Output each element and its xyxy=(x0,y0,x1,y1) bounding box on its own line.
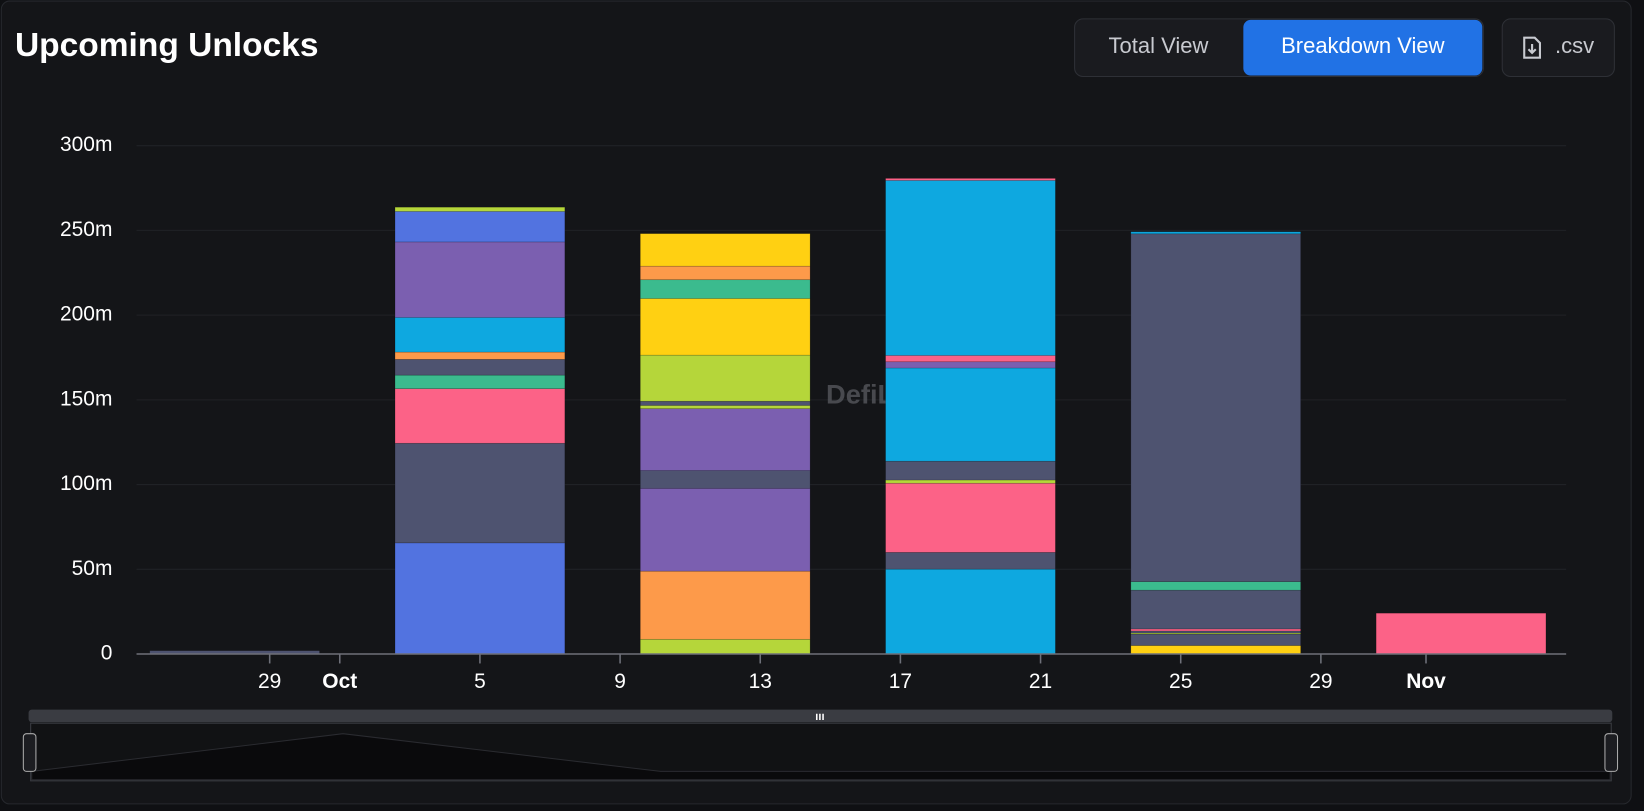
bar-segment xyxy=(1130,581,1301,591)
x-tick-label: 21 xyxy=(1029,670,1052,693)
y-tick-label: 100m xyxy=(60,472,112,495)
bar-segment xyxy=(394,374,566,389)
slider-grip xyxy=(815,713,824,721)
bar-segment xyxy=(639,400,811,406)
view-toggle: Total View Breakdown View xyxy=(1074,18,1484,78)
breakdown-view-button[interactable]: Breakdown View xyxy=(1281,33,1445,58)
bar-segment xyxy=(639,570,811,640)
y-tick-label: 150m xyxy=(60,387,112,410)
bar-segment xyxy=(1375,612,1547,655)
bar-segment xyxy=(1130,645,1301,655)
bar-segment xyxy=(885,552,1056,570)
plot: 050m100m150m200m250m300mDefiLlama29Oct59… xyxy=(60,133,1567,693)
x-tick-label: 29 xyxy=(1309,670,1332,693)
bar-segment xyxy=(1130,231,1301,235)
x-tick-label: Oct xyxy=(322,670,357,693)
bar-segment xyxy=(394,542,566,655)
bar-segment xyxy=(1130,633,1301,646)
bar-segment xyxy=(885,367,1056,462)
bar-segment xyxy=(639,487,811,572)
bar-segment xyxy=(639,408,811,471)
bar-segment xyxy=(885,178,1056,181)
x-tick-label: 9 xyxy=(614,670,626,693)
zoom-slider xyxy=(22,709,1619,782)
csv-frame xyxy=(1501,18,1615,78)
x-tick-label: 25 xyxy=(1169,670,1192,693)
x-tick-label: 29 xyxy=(258,670,281,693)
y-tick-label: 250m xyxy=(60,218,112,241)
bar-segment xyxy=(639,265,811,281)
bar-segment xyxy=(639,279,811,299)
bar-segment xyxy=(1130,589,1301,630)
slider-handle-right[interactable] xyxy=(1604,733,1619,772)
x-tick-label: 5 xyxy=(474,670,486,693)
bar-segment xyxy=(394,206,566,212)
bar-segment xyxy=(639,354,811,402)
csv-button[interactable]: .csv xyxy=(1501,18,1615,78)
x-tick-label: 17 xyxy=(889,670,912,693)
y-tick-label: 0 xyxy=(101,642,113,665)
bar-segment xyxy=(394,351,566,360)
bar-segment xyxy=(885,180,1056,356)
bar-segment xyxy=(639,638,811,655)
bar-segment xyxy=(639,405,811,409)
bar-segment xyxy=(885,482,1056,553)
active-toggle xyxy=(1243,19,1483,76)
bar-segment xyxy=(394,442,566,544)
y-tick-label: 300m xyxy=(60,133,112,156)
x-tick-label: Nov xyxy=(1406,670,1446,693)
slider-handle-left[interactable] xyxy=(22,733,37,772)
bar-segment xyxy=(885,568,1056,655)
x-tick-label: 13 xyxy=(749,670,772,693)
bar-segment xyxy=(394,359,566,376)
bar-segment xyxy=(885,355,1056,363)
csv-label: .csv xyxy=(1555,33,1594,58)
bar-segment xyxy=(394,211,566,243)
y-tick-label: 200m xyxy=(60,303,112,326)
bar-segment xyxy=(885,361,1056,369)
download-icon xyxy=(1523,36,1542,59)
bar-segment xyxy=(639,298,811,356)
y-tick-label: 50m xyxy=(72,557,113,580)
bar-segment xyxy=(394,388,566,444)
total-view-button[interactable]: Total View xyxy=(1109,33,1209,58)
bar-segment xyxy=(1130,233,1301,582)
bar-segment xyxy=(394,317,566,353)
bar-segment xyxy=(394,241,566,318)
title: Upcoming Unlocks xyxy=(15,27,319,64)
bar-segment xyxy=(885,479,1056,484)
bar-segment xyxy=(639,233,811,267)
bar-segment xyxy=(639,470,811,489)
bar-segment xyxy=(885,460,1056,481)
